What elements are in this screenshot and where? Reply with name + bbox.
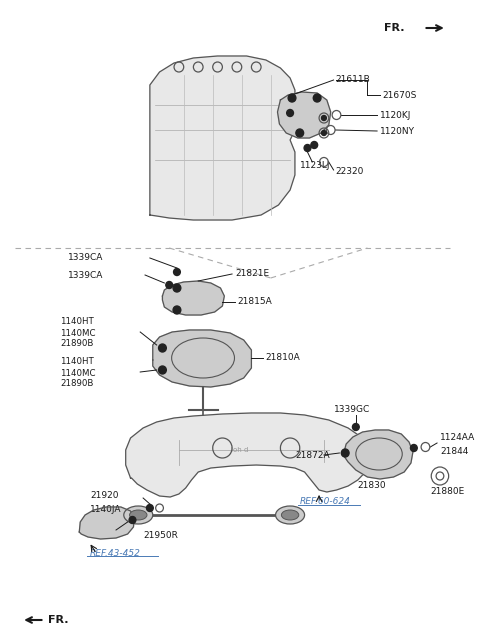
Circle shape	[311, 141, 318, 148]
Text: 21872A: 21872A	[295, 451, 330, 460]
Text: 21890B: 21890B	[60, 379, 93, 388]
Text: 21830: 21830	[358, 482, 386, 490]
Text: 1124AA: 1124AA	[440, 433, 475, 442]
Polygon shape	[277, 92, 331, 138]
Circle shape	[158, 366, 166, 374]
Text: 22320: 22320	[336, 168, 364, 177]
Text: 1120NY: 1120NY	[380, 126, 415, 135]
Polygon shape	[126, 413, 370, 497]
Text: 1339GC: 1339GC	[334, 406, 370, 415]
Text: 21670S: 21670S	[382, 91, 416, 100]
Ellipse shape	[130, 510, 147, 520]
Text: 21920: 21920	[90, 492, 119, 501]
Circle shape	[304, 144, 311, 152]
Text: 1140HT: 1140HT	[60, 358, 94, 367]
Polygon shape	[79, 507, 134, 539]
Circle shape	[341, 449, 349, 457]
Circle shape	[313, 94, 321, 102]
Text: 21844: 21844	[440, 446, 468, 456]
Circle shape	[129, 517, 136, 523]
Text: 1140MC: 1140MC	[60, 369, 96, 377]
Text: 1140JA: 1140JA	[90, 505, 121, 514]
Circle shape	[288, 94, 296, 102]
Circle shape	[173, 284, 181, 292]
Ellipse shape	[281, 510, 299, 520]
Circle shape	[322, 116, 326, 121]
Text: 1123LJ: 1123LJ	[300, 162, 330, 171]
Text: 1339CA: 1339CA	[68, 254, 103, 263]
Circle shape	[410, 444, 417, 451]
Circle shape	[173, 306, 181, 314]
Text: 1120KJ: 1120KJ	[380, 110, 411, 119]
Text: 21950R: 21950R	[143, 530, 178, 539]
Text: 1339CA: 1339CA	[68, 270, 103, 279]
Text: 21880E: 21880E	[430, 487, 465, 496]
Text: 21611B: 21611B	[336, 76, 370, 85]
Text: REF.60-624: REF.60-624	[300, 498, 350, 507]
Circle shape	[166, 281, 173, 288]
Text: 21890B: 21890B	[60, 340, 93, 349]
Text: 21810A: 21810A	[265, 354, 300, 363]
Text: FR.: FR.	[48, 615, 69, 625]
Polygon shape	[162, 281, 224, 315]
Text: 21821E: 21821E	[235, 270, 269, 279]
Circle shape	[146, 505, 153, 512]
Polygon shape	[153, 330, 252, 387]
Text: 1140MC: 1140MC	[60, 329, 96, 338]
Text: loh d: loh d	[231, 447, 249, 453]
Circle shape	[296, 129, 304, 137]
Text: REF.43-452: REF.43-452	[90, 548, 141, 557]
Circle shape	[287, 110, 293, 116]
Circle shape	[158, 344, 166, 352]
Ellipse shape	[124, 506, 153, 524]
Text: FR.: FR.	[384, 23, 404, 33]
Ellipse shape	[276, 506, 305, 524]
Polygon shape	[343, 430, 413, 479]
Circle shape	[322, 130, 326, 135]
Polygon shape	[150, 56, 295, 220]
Circle shape	[352, 424, 359, 431]
Text: 1140HT: 1140HT	[60, 318, 94, 327]
Circle shape	[174, 268, 180, 275]
Text: 21815A: 21815A	[237, 297, 272, 306]
